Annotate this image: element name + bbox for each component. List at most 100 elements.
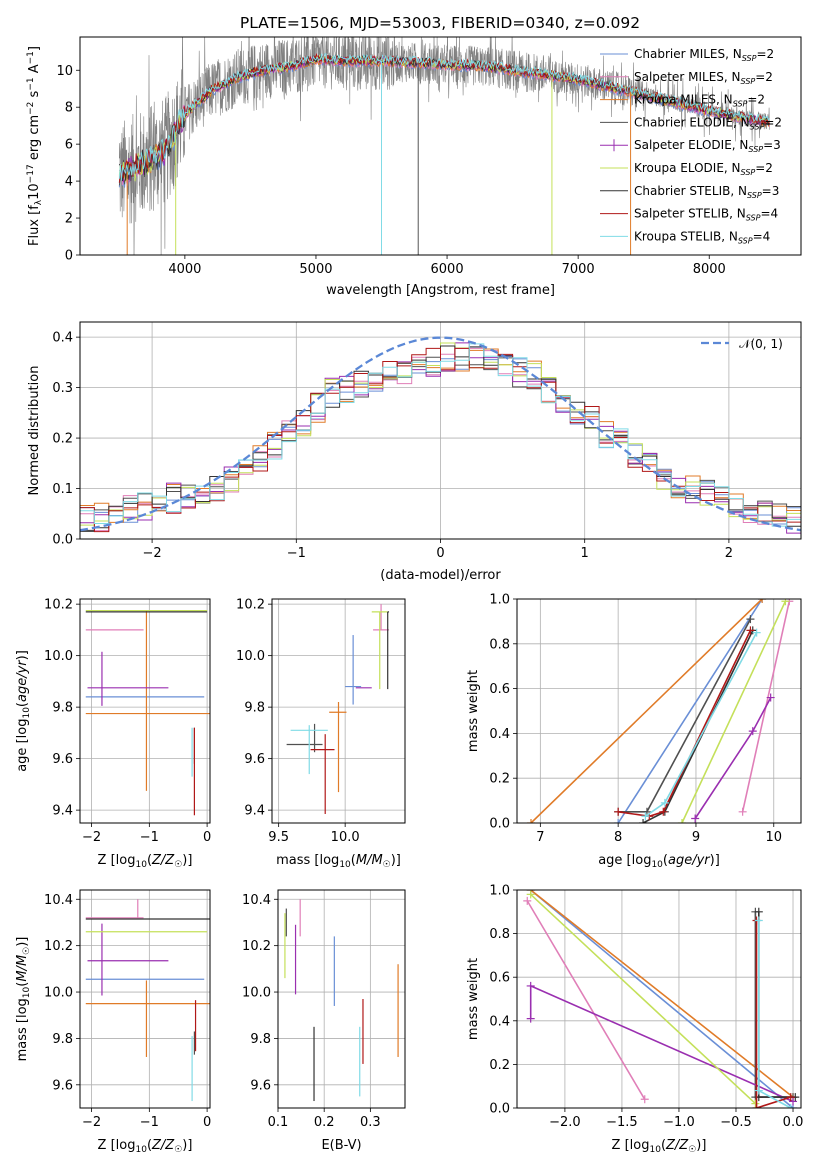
weight-marker [614, 807, 623, 816]
axes-frame [79, 889, 211, 1109]
label-part: Z [log [98, 853, 136, 868]
weight-marker [527, 819, 536, 823]
weight-marker [754, 907, 763, 916]
label-part: λ [34, 199, 44, 205]
axes-frame [79, 36, 802, 256]
legend-entry: Kroupa ELODIE, NSSP=2 [600, 161, 773, 177]
label-part: )] [15, 937, 30, 947]
label-part: Kroupa ELODIE, N [634, 161, 741, 175]
label-part: ☉ [383, 860, 391, 870]
plot-area [80, 336, 801, 539]
legend-entry: Chabrier MILES, NSSP=2 [600, 47, 774, 63]
y-tick-label: 2 [65, 212, 73, 227]
weight-series [691, 693, 775, 823]
weight-series [526, 981, 798, 1106]
weight-line [617, 599, 763, 823]
label-part: mass [log [276, 853, 339, 868]
weight-line [754, 911, 793, 1098]
label-part: SSP [746, 214, 761, 223]
label-part: −17 [26, 164, 36, 183]
y-tick-label: 9.4 [52, 804, 73, 819]
legend-label: Chabrier ELODIE, NSSP=2 [634, 115, 782, 131]
weight-marker [738, 807, 747, 816]
y-tick-label: 10.4 [242, 893, 271, 908]
label-part: M/M [356, 853, 383, 868]
weight-marker [758, 599, 767, 603]
x-tick-label: −2.0 [549, 1115, 581, 1130]
weight-line [618, 630, 752, 818]
weight-marker [766, 693, 775, 702]
label-part: Kroupa MILES, N [634, 93, 733, 107]
y-tick-label: 0.0 [489, 817, 510, 832]
weight-line [755, 920, 791, 1108]
x-tick-label: 0.3 [360, 1115, 381, 1130]
x-tick-label: 0 [203, 830, 211, 845]
weight-marker [614, 819, 623, 823]
y-tick-label: 6 [65, 138, 73, 153]
x-tick-label: 10.0 [331, 830, 360, 845]
y-tick-label: 10.2 [44, 939, 73, 954]
label-part: )] [391, 853, 401, 868]
error-bar-point [290, 725, 328, 775]
y-tick-label: 0.8 [489, 927, 510, 942]
axes-spectrum: 4000 5000 6000 7000 8000 0 2 4 6 8 10 wavelength [A… [26, 36, 802, 298]
y-tick-label: 0.4 [489, 1014, 510, 1029]
label-part: =2 [756, 47, 774, 61]
legend-entry: Salpeter STELIB, NSSP=4 [600, 207, 778, 223]
y-tick-label: 9.4 [244, 804, 265, 819]
y-tick-label: 10.4 [44, 893, 73, 908]
label-part: SSP [741, 77, 756, 86]
y-tick-label: 10.2 [236, 598, 265, 613]
y-axis-label: mass [log10(M/M☉)] [15, 937, 32, 1062]
weight-marker [786, 1104, 795, 1108]
label-part: ( [15, 982, 30, 987]
x-tick-label: 0 [203, 1115, 211, 1130]
axes-frame [516, 598, 802, 824]
label-part: =2 [747, 93, 765, 107]
y-tick-label: 1.0 [489, 593, 510, 608]
plot-area [118, 37, 770, 255]
axes-frame [516, 889, 802, 1109]
label-part: −2 [26, 102, 36, 115]
error-bar-point [85, 610, 210, 791]
weight-line [529, 984, 794, 1103]
label-part: Flux [f [27, 205, 42, 246]
weight-marker [526, 1014, 535, 1023]
x-tick-label: 5000 [299, 262, 332, 277]
weight-series [614, 599, 767, 823]
label-part: M/M [15, 955, 30, 982]
error-bar-point [286, 723, 323, 753]
weight-marker [526, 890, 535, 899]
error-bar-point [85, 899, 144, 919]
y-tick-label: 0.8 [489, 637, 510, 652]
y-tick-label: 9.8 [250, 1032, 271, 1047]
x-axis-label: mass [log10(M/M☉)] [276, 853, 401, 870]
legend-label: Kroupa MILES, NSSP=2 [634, 93, 765, 109]
plot-area [284, 899, 399, 1102]
label-part: 10 [27, 183, 42, 200]
x-axis-label: Z [log10(Z/Z☉)] [98, 853, 193, 870]
label-part: ☉ [174, 860, 182, 870]
plot-area [85, 609, 210, 816]
x-tick-label: 9.5 [268, 830, 289, 845]
label-part: 10 [135, 860, 147, 870]
label-part: ( [15, 702, 30, 707]
label-part: =2 [755, 161, 773, 175]
x-tick-label: 6000 [431, 262, 464, 277]
label-part: SSP [748, 145, 763, 154]
error-bar-point [373, 604, 390, 631]
label-part: Z [log [98, 1138, 136, 1153]
weight-marker [677, 819, 686, 823]
label-part: s [27, 90, 42, 101]
y-tick-label: 10.2 [242, 939, 271, 954]
weight-line [681, 600, 787, 823]
y-tick-label: 0.6 [489, 971, 510, 986]
label-part: Chabrier ELODIE, N [634, 115, 750, 129]
x-axis-label: age [log10(age/yr)] [598, 853, 720, 870]
y-tick-label: 9.6 [244, 752, 265, 767]
y-tick-label: 9.8 [52, 701, 73, 716]
error-bar-point [387, 611, 390, 690]
y-tick-label: 0.0 [52, 533, 73, 548]
axes-frame [79, 321, 802, 540]
